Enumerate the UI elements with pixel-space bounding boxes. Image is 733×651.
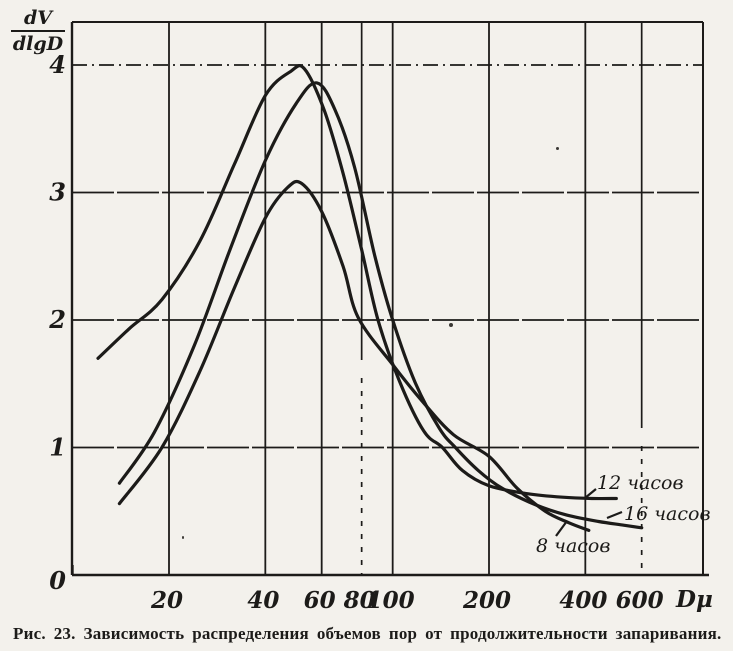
y-axis-label-numerator: dV xyxy=(23,7,53,29)
x-tick-label-60: 60 xyxy=(304,587,336,614)
y-axis-label-denominator: dlgD xyxy=(12,33,64,56)
series-label-12-часов: 12 часов xyxy=(597,472,684,494)
curve-12-часов xyxy=(96,64,618,501)
scan-speck xyxy=(556,147,559,150)
leader-line-8-часов xyxy=(555,520,568,537)
y-tick-label-0: 0 xyxy=(49,566,66,595)
curve-8-часов xyxy=(117,179,591,532)
leader-line-12-часов xyxy=(584,488,597,499)
x-tick-label-100: 100 xyxy=(367,587,415,614)
series-label-16-часов: 16 часов xyxy=(624,503,711,525)
figure-caption: Рис. 23. Зависимость распределения объем… xyxy=(13,624,722,643)
leader-line-16-часов xyxy=(606,510,623,520)
x-tick-label-20: 20 xyxy=(150,587,183,614)
x-axis-unit-label: Dμ xyxy=(675,586,713,613)
x-tick-label-40: 40 xyxy=(247,587,279,614)
y-tick-label-3: 3 xyxy=(49,178,66,207)
x-tick-label-80: 80 xyxy=(343,587,376,614)
y-tick-label-4: 4 xyxy=(49,50,66,79)
series-label-8-часов: 8 часов xyxy=(536,535,610,557)
fraction-bar xyxy=(11,29,65,33)
x-tick-label-200: 200 xyxy=(462,587,511,614)
scan-speck xyxy=(449,323,453,327)
y-axis-label: dV dlgD xyxy=(8,8,68,55)
scan-speck xyxy=(182,536,184,539)
curve-16-часов xyxy=(117,81,644,530)
y-tick-label-2: 2 xyxy=(48,305,66,334)
y-tick-label-1: 1 xyxy=(49,433,66,462)
x-tick-label-400: 400 xyxy=(559,587,607,614)
x-tick-label-600: 600 xyxy=(616,587,664,614)
